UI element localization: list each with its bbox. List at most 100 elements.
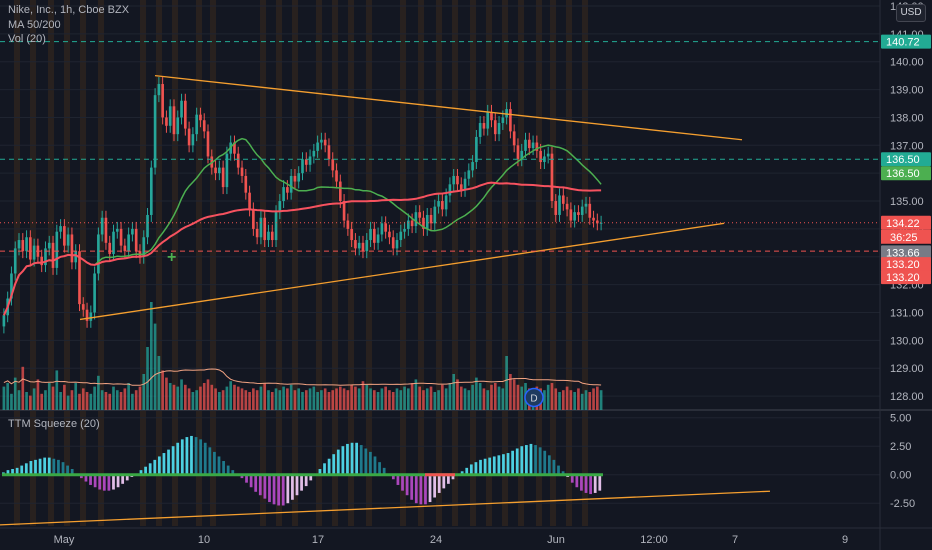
volume-bar [561, 390, 565, 410]
squeeze-bar [369, 451, 372, 475]
volume-bar [433, 392, 437, 410]
ma200-line [2, 181, 602, 316]
ma-legend[interactable]: MA 50/200 [8, 19, 61, 31]
squeeze-bar [70, 469, 74, 475]
squeeze-bar [570, 474, 574, 483]
volume-bar [543, 390, 546, 410]
candle-body [221, 167, 225, 188]
candle-body [146, 214, 149, 238]
session-band [64, 0, 70, 526]
candle-body [550, 153, 554, 202]
volume-bar [297, 388, 301, 410]
candle-body [452, 175, 456, 185]
volume-ma-line [3, 368, 602, 386]
candle-body [244, 175, 248, 193]
squeeze-bar [213, 451, 216, 475]
volume-bar [365, 384, 369, 410]
volume-bar [123, 388, 127, 410]
volume-bar [490, 384, 493, 410]
squeeze-bar [465, 467, 469, 475]
candle-body [403, 228, 406, 232]
candle-body [123, 245, 127, 252]
volume-bar [448, 383, 452, 410]
squeeze-bar [258, 474, 262, 496]
ttm-squeeze-legend[interactable]: TTM Squeeze (20) [8, 418, 100, 430]
volume-bar [573, 392, 576, 410]
squeeze-bar [447, 474, 450, 484]
candle-body [63, 226, 66, 246]
candle-body [592, 217, 595, 221]
squeeze-bar [29, 461, 33, 475]
candle-body [293, 175, 297, 182]
candle-body [357, 242, 361, 249]
currency-button[interactable]: USD [896, 4, 926, 22]
price-tag-label: 136.50 [886, 154, 920, 166]
candle-body [509, 109, 512, 132]
candle-body [153, 95, 157, 168]
candle-body [21, 240, 25, 252]
candle-body [444, 195, 448, 210]
volume-bar [501, 388, 505, 410]
candle-body [274, 212, 278, 241]
candle-body [180, 100, 183, 118]
session-band [14, 0, 20, 526]
candle-body [47, 242, 51, 249]
volume-bar [115, 390, 119, 410]
volume-bar [244, 390, 248, 410]
volume-bar [512, 379, 516, 410]
squeeze-bar [148, 463, 152, 475]
candle-body [214, 167, 217, 174]
volume-bar [493, 383, 497, 410]
lower-trendline [79, 222, 725, 321]
squeeze-bar [318, 469, 322, 475]
candle-body [335, 170, 338, 182]
candle-body [184, 100, 187, 129]
candle-body [255, 228, 259, 238]
volume-bar [410, 383, 414, 410]
price-tick-label: 140.00 [890, 57, 924, 69]
candle-body [391, 237, 395, 249]
price-tag [881, 152, 931, 167]
squeeze-bar [157, 456, 161, 475]
squeeze-bar [263, 474, 267, 499]
volume-bar [577, 388, 580, 410]
time-tick-label: 12:00 [640, 534, 668, 546]
volume-legend[interactable]: Vol (20) [8, 33, 46, 45]
volume-bar [323, 388, 327, 410]
volume-bar [176, 386, 180, 410]
candle-body [323, 139, 327, 146]
squeeze-bar [277, 474, 281, 506]
squeeze-bar [52, 458, 56, 475]
candle-body [486, 111, 490, 129]
candle-body [17, 240, 21, 249]
session-band [348, 0, 354, 526]
squeeze-bar [589, 474, 592, 495]
candle-body [161, 84, 164, 118]
volume-bar [429, 386, 433, 410]
squeeze-bar [561, 471, 565, 475]
candle-body [561, 195, 565, 204]
candle-body [527, 139, 531, 149]
candle-body [418, 212, 421, 218]
volume-bar [2, 386, 6, 410]
squeeze-bar [240, 474, 244, 479]
squeeze-bar [89, 474, 92, 485]
squeeze-bar [171, 446, 175, 475]
squeeze-bar [295, 474, 299, 496]
volume-bar [452, 374, 456, 410]
squeeze-bar [194, 437, 198, 475]
candle-body [78, 251, 81, 305]
volume-bar [93, 386, 96, 410]
candle-body [282, 187, 285, 202]
squeeze-bar [382, 467, 386, 475]
squeeze-bar [350, 442, 354, 475]
session-band [400, 0, 406, 526]
candle-body [493, 120, 497, 135]
volume-bar [218, 392, 221, 410]
squeeze-bar [405, 474, 409, 496]
time-tick-label: 24 [430, 534, 442, 546]
symbol-legend[interactable]: Nike, Inc., 1h, Cboe BZX [8, 4, 130, 16]
volume-bar [263, 383, 267, 410]
candle-body [172, 106, 176, 135]
